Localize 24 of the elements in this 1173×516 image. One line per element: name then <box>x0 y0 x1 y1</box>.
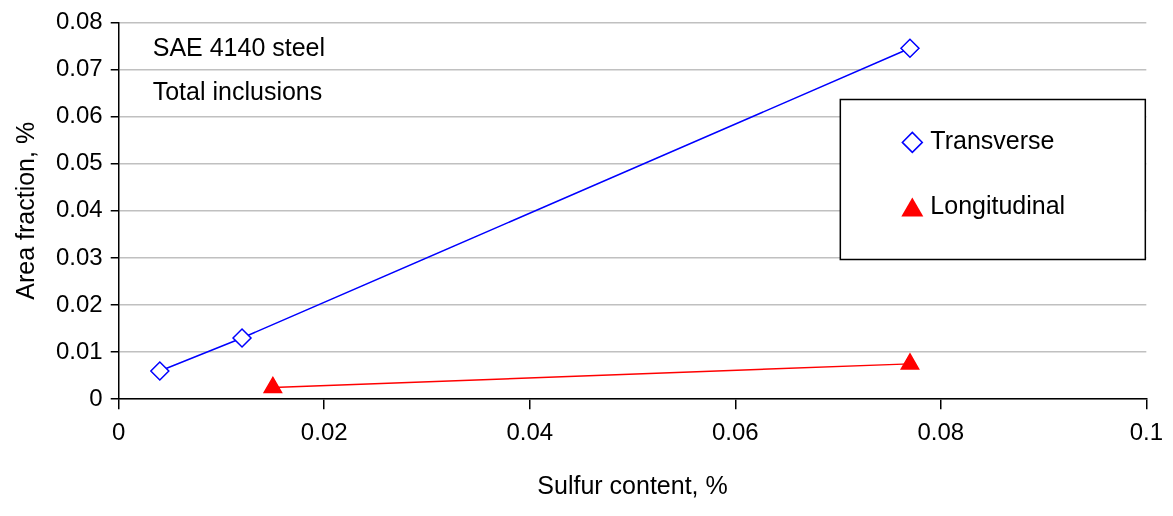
point <box>150 361 170 381</box>
point <box>232 328 252 348</box>
y-tick-label: 0.03 <box>55 242 103 270</box>
x-tick-label: 0.06 <box>711 418 759 446</box>
y-tick-label: 0.07 <box>55 54 103 82</box>
annotation: SAE 4140 steel <box>152 33 326 62</box>
point <box>900 38 920 59</box>
y-tick-label: 0.04 <box>55 195 103 223</box>
y-tick-label: 0.08 <box>55 7 103 35</box>
x-tick-label: 0.04 <box>506 418 554 446</box>
legend-label: Longitudinal <box>930 191 1066 220</box>
y-tick-label: 0.06 <box>55 101 103 129</box>
annotation: Total inclusions <box>152 77 323 106</box>
x-tick-label: 0.1 <box>1129 418 1164 446</box>
y-tick-label: 0.02 <box>55 289 103 317</box>
x-axis-title: Sulfur content, % <box>537 470 728 499</box>
y-axis-title: Area fraction, % <box>10 121 39 300</box>
y-tick-label: 0 <box>89 383 103 411</box>
legend-label: Transverse <box>930 126 1055 155</box>
x-tick-label: 0 <box>112 418 126 446</box>
x-tick-label: 0.08 <box>917 418 965 446</box>
y-tick-label: 0.05 <box>55 148 103 176</box>
x-tick-label: 0.02 <box>300 418 348 446</box>
y-tick-label: 0.01 <box>55 336 103 364</box>
